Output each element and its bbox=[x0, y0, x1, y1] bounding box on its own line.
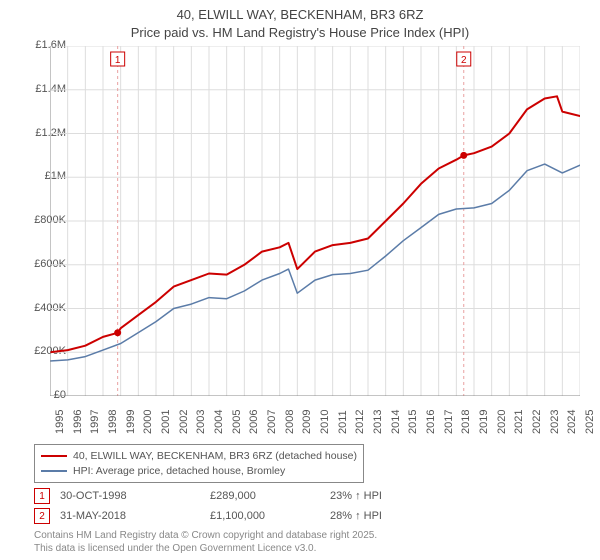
legend-label-2: HPI: Average price, detached house, Brom… bbox=[73, 464, 285, 479]
legend: 40, ELWILL WAY, BECKENHAM, BR3 6RZ (deta… bbox=[34, 444, 364, 483]
marker-date: 30-OCT-1998 bbox=[60, 490, 200, 502]
x-tick-label: 2016 bbox=[425, 410, 437, 434]
x-tick-label: 2009 bbox=[301, 410, 313, 434]
marker-badge: 1 bbox=[34, 488, 50, 504]
title-line-2: Price paid vs. HM Land Registry's House … bbox=[0, 24, 600, 42]
marker-price: £1,100,000 bbox=[210, 510, 320, 522]
x-tick-label: 1997 bbox=[89, 410, 101, 434]
x-tick-label: 2021 bbox=[513, 410, 525, 434]
x-tick-label: 2010 bbox=[319, 410, 331, 434]
x-tick-label: 2022 bbox=[531, 410, 543, 434]
x-tick-label: 1999 bbox=[125, 410, 137, 434]
x-tick-label: 2004 bbox=[213, 410, 225, 434]
x-tick-label: 2025 bbox=[584, 410, 596, 434]
titles: 40, ELWILL WAY, BECKENHAM, BR3 6RZ Price… bbox=[0, 0, 600, 41]
svg-text:1: 1 bbox=[115, 55, 121, 66]
x-tick-label: 2012 bbox=[354, 410, 366, 434]
x-tick-label: 1998 bbox=[107, 410, 119, 434]
marker-pct: 28% ↑ HPI bbox=[330, 510, 430, 522]
x-tick-label: 2007 bbox=[266, 410, 278, 434]
x-tick-label: 2014 bbox=[390, 410, 402, 434]
x-tick-label: 2015 bbox=[407, 410, 419, 434]
x-tick-label: 2018 bbox=[460, 410, 472, 434]
x-tick-label: 2011 bbox=[337, 410, 349, 434]
x-tick-label: 2017 bbox=[443, 410, 455, 434]
x-tick-label: 2001 bbox=[160, 410, 172, 434]
chart-container: 40, ELWILL WAY, BECKENHAM, BR3 6RZ Price… bbox=[0, 0, 600, 560]
x-axis-labels: 1995 1996 1997 1998 1999 2000 2001 2002 2003 2004… bbox=[50, 398, 580, 442]
x-tick-label: 2008 bbox=[284, 410, 296, 434]
attribution: Contains HM Land Registry data © Crown c… bbox=[34, 530, 377, 555]
attribution-line-2: This data is licensed under the Open Gov… bbox=[34, 543, 377, 556]
x-tick-label: 2000 bbox=[142, 410, 154, 434]
marker-price: £289,000 bbox=[210, 490, 320, 502]
legend-label-1: 40, ELWILL WAY, BECKENHAM, BR3 6RZ (deta… bbox=[73, 449, 357, 464]
x-tick-label: 2023 bbox=[549, 410, 561, 434]
marker-date: 31-MAY-2018 bbox=[60, 510, 200, 522]
legend-row-2: HPI: Average price, detached house, Brom… bbox=[41, 464, 357, 479]
attribution-line-1: Contains HM Land Registry data © Crown c… bbox=[34, 530, 377, 543]
x-tick-label: 2006 bbox=[248, 410, 260, 434]
x-tick-label: 2005 bbox=[231, 410, 243, 434]
x-tick-label: 2019 bbox=[478, 410, 490, 434]
svg-text:2: 2 bbox=[461, 55, 467, 66]
x-tick-label: 2024 bbox=[566, 410, 578, 434]
chart-svg: 12 bbox=[50, 46, 580, 396]
marker-row: 1 30-OCT-1998 £289,000 23% ↑ HPI bbox=[34, 486, 430, 506]
x-tick-label: 2002 bbox=[178, 410, 190, 434]
legend-swatch-1 bbox=[41, 455, 67, 457]
x-tick-label: 2003 bbox=[195, 410, 207, 434]
marker-table: 1 30-OCT-1998 £289,000 23% ↑ HPI 2 31-MAY-201… bbox=[34, 486, 430, 526]
legend-row-1: 40, ELWILL WAY, BECKENHAM, BR3 6RZ (deta… bbox=[41, 449, 357, 464]
x-tick-label: 1995 bbox=[54, 410, 66, 434]
x-tick-label: 2020 bbox=[496, 410, 508, 434]
marker-pct: 23% ↑ HPI bbox=[330, 490, 430, 502]
x-tick-label: 1996 bbox=[72, 410, 84, 434]
x-tick-label: 2013 bbox=[372, 410, 384, 434]
marker-badge: 2 bbox=[34, 508, 50, 524]
legend-swatch-2 bbox=[41, 470, 67, 472]
chart-area: 12 bbox=[50, 46, 580, 396]
marker-row: 2 31-MAY-2018 £1,100,000 28% ↑ HPI bbox=[34, 506, 430, 526]
title-line-1: 40, ELWILL WAY, BECKENHAM, BR3 6RZ bbox=[0, 6, 600, 24]
